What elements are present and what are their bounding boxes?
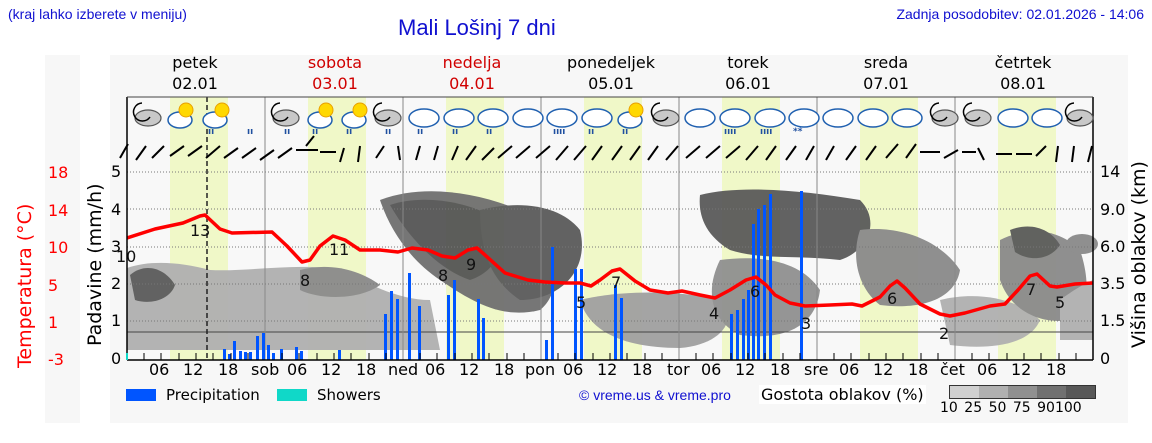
cloud-tick: 1.5 [1100, 311, 1126, 330]
precip-tick: 5 [111, 162, 122, 181]
svg-text:8: 8 [438, 266, 448, 285]
cloud-tick: 9.0 [1100, 200, 1126, 219]
last-update: Zadnja posodobitev: 02.01.2026 - 14:06 [896, 6, 1144, 22]
day-header: nedelja 04.01 [442, 53, 502, 93]
day-separators [264, 97, 956, 360]
temp-tick: 10 [48, 238, 69, 257]
svg-text:ıı: ıı [385, 127, 391, 137]
temperature-annotations: 10 13 8 11 8 9 5 7 4 6 3 6 2 7 5 [116, 221, 1065, 343]
svg-text:9: 9 [466, 255, 476, 274]
svg-text:ıı: ıı [208, 127, 214, 137]
svg-text:3: 3 [801, 314, 811, 333]
svg-text:10: 10 [116, 247, 136, 266]
temp-tick: 18 [48, 163, 69, 182]
menu-hint: (kraj lahko izberete v meniju) [8, 6, 187, 22]
svg-text:6: 6 [750, 282, 760, 301]
svg-text:5: 5 [1055, 293, 1065, 312]
svg-text:ıı: ıı [588, 127, 594, 137]
svg-text:ıı: ıı [622, 127, 628, 137]
svg-text:7: 7 [1026, 280, 1036, 299]
cloud-density-scale [949, 385, 1096, 399]
cloud-density-label: Gostota oblakov (%) [759, 385, 926, 404]
svg-text:2: 2 [939, 324, 949, 343]
svg-text:**: ** [793, 127, 803, 137]
wind-barbs [119, 135, 1093, 163]
cloud-tick: 14 [1100, 162, 1121, 181]
day-header: četrtek 08.01 [994, 53, 1052, 93]
day-header: sreda 07.01 [863, 53, 909, 93]
svg-text:ıııı: ıııı [760, 127, 772, 137]
gridlines [127, 171, 1093, 322]
svg-text:ıııı: ıııı [553, 127, 565, 137]
temp-tick: -3 [48, 350, 64, 369]
precip-tick: 2 [111, 274, 122, 293]
precip-tick: 0 [111, 349, 122, 368]
temp-tick: 14 [48, 201, 69, 220]
showers-swatch [277, 389, 307, 401]
precip-tick: 3 [111, 237, 122, 256]
precipitation-swatch [126, 389, 156, 401]
copyright-link[interactable]: © vreme.us & vreme.pro [579, 387, 731, 403]
svg-text:ıı: ıı [312, 127, 318, 137]
svg-text:5: 5 [576, 293, 586, 312]
cloud-tick: 0 [1100, 349, 1111, 368]
svg-text:ıı: ıı [486, 127, 492, 137]
cloud-height-axis-label: Višina oblakov (km) [1128, 161, 1150, 348]
weather-icons: ıı ıı ıı ıı ıı ıı ıı ıı ıı ıııı ıı ıı ıııı ıııı ** [132, 102, 1094, 137]
density-scale-labels: 10 25 50 75 90100 [940, 400, 1082, 416]
precip-tick: 1 [111, 311, 122, 330]
svg-text:ıı: ıı [452, 127, 458, 137]
svg-text:ıı: ıı [284, 127, 290, 137]
page-title: Mali Lošinj 7 dni [398, 15, 556, 40]
temp-tick: 1 [48, 313, 59, 332]
cloud-tick: 6.0 [1100, 237, 1126, 256]
temperature-axis-label: Temperatura (°C) [14, 203, 36, 368]
temp-tick: 5 [48, 276, 59, 295]
svg-text:ıııı: ıııı [724, 127, 736, 137]
day-header: petek 02.01 [172, 53, 218, 93]
precip-tick: 4 [111, 200, 122, 219]
svg-text:7: 7 [611, 273, 621, 292]
svg-text:13: 13 [190, 221, 210, 240]
day-header: sobota 03.01 [307, 53, 363, 93]
svg-text:ıı: ıı [417, 127, 423, 137]
x-axis-labels: 06 12 18 sob 06 12 18 ned 06 12 18 pon 0… [149, 360, 1067, 379]
day-header: ponedeljek 05.01 [567, 53, 655, 93]
legend-precipitation: Precipitation [126, 386, 260, 404]
left-axis-panel [45, 55, 80, 423]
precipitation-axis-label: Padavine (mm/h) [84, 183, 106, 346]
svg-text:11: 11 [329, 240, 349, 259]
day-header: torek 06.01 [725, 53, 771, 93]
svg-text:6: 6 [887, 289, 897, 308]
svg-text:ıı: ıı [247, 127, 253, 137]
svg-text:8: 8 [300, 271, 310, 290]
legend-showers: Showers [277, 386, 381, 404]
precipitation-bars [223, 191, 803, 360]
cloud-tick: 3.5 [1100, 274, 1126, 293]
temperature-line [126, 213, 1094, 318]
svg-text:4: 4 [709, 304, 719, 323]
svg-text:ıı: ıı [346, 127, 352, 137]
